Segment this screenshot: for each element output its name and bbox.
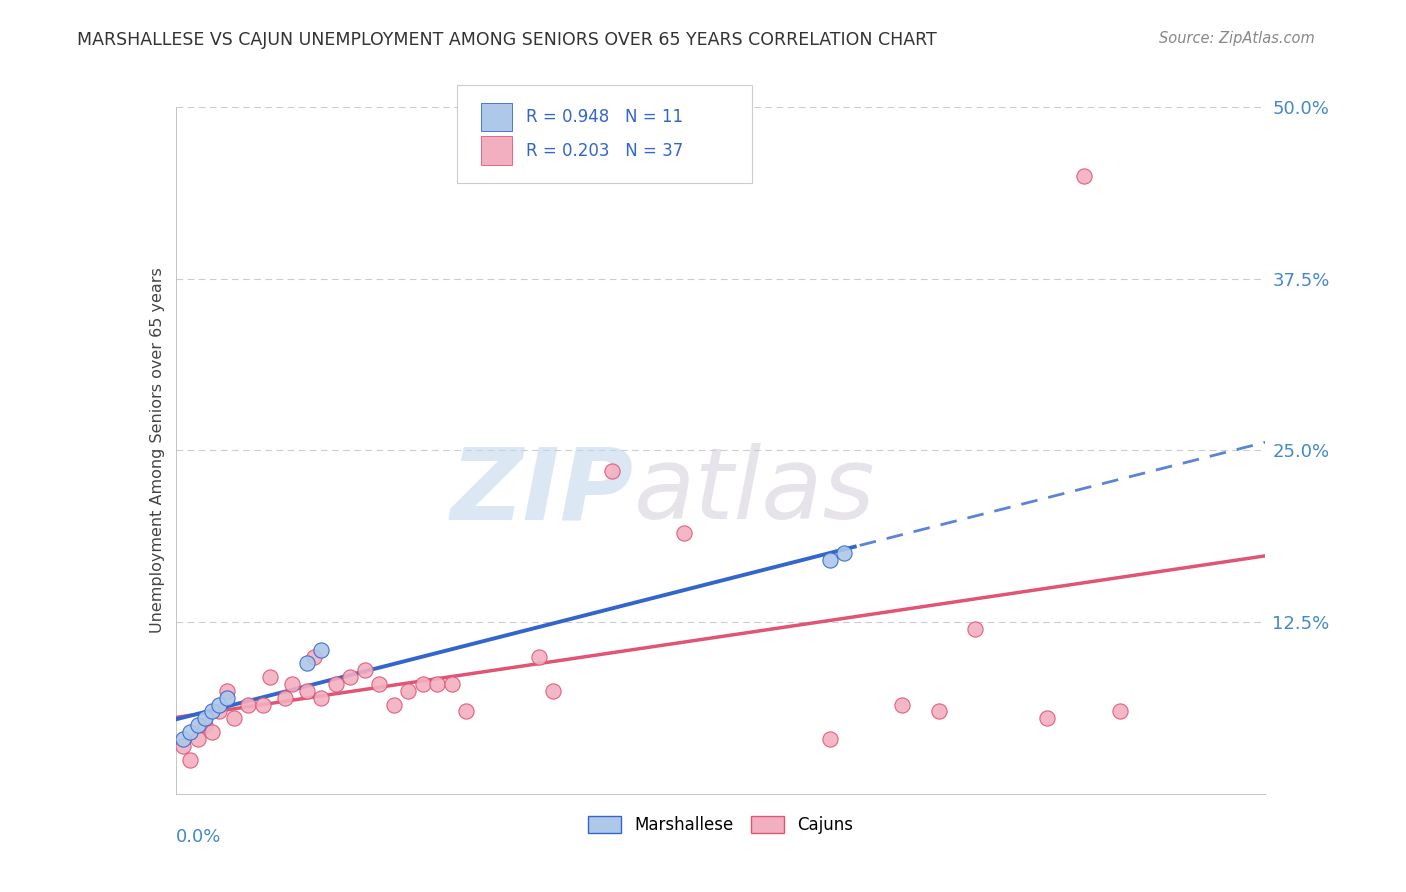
Point bbox=[527, 649, 550, 664]
Text: Source: ZipAtlas.com: Source: ZipAtlas.com bbox=[1159, 31, 1315, 46]
Point bbox=[368, 677, 391, 691]
Point bbox=[339, 670, 361, 684]
Text: R = 0.203   N = 37: R = 0.203 N = 37 bbox=[526, 142, 683, 160]
Point bbox=[309, 690, 332, 705]
Point bbox=[673, 525, 696, 540]
Point bbox=[1109, 705, 1132, 719]
Point bbox=[600, 464, 623, 478]
Point bbox=[353, 663, 375, 677]
Point bbox=[412, 677, 434, 691]
Point bbox=[302, 649, 325, 664]
Point bbox=[440, 677, 463, 691]
Point bbox=[396, 683, 419, 698]
Point bbox=[186, 731, 209, 746]
Point bbox=[1073, 169, 1095, 183]
Point bbox=[215, 683, 238, 698]
Point bbox=[172, 731, 194, 746]
Point bbox=[179, 725, 201, 739]
Point bbox=[295, 657, 318, 671]
Point bbox=[208, 705, 231, 719]
Text: R = 0.948   N = 11: R = 0.948 N = 11 bbox=[526, 108, 683, 126]
Point bbox=[818, 553, 841, 567]
Point bbox=[215, 690, 238, 705]
Point bbox=[274, 690, 297, 705]
Point bbox=[172, 739, 194, 753]
Point bbox=[832, 546, 855, 561]
Text: MARSHALLESE VS CAJUN UNEMPLOYMENT AMONG SENIORS OVER 65 YEARS CORRELATION CHART: MARSHALLESE VS CAJUN UNEMPLOYMENT AMONG … bbox=[77, 31, 936, 49]
Point bbox=[382, 698, 405, 712]
Point bbox=[208, 698, 231, 712]
Point bbox=[1036, 711, 1059, 725]
Point bbox=[238, 698, 260, 712]
Point bbox=[186, 718, 209, 732]
Point bbox=[179, 753, 201, 767]
Point bbox=[194, 711, 217, 725]
Text: 0.0%: 0.0% bbox=[176, 828, 221, 847]
Point bbox=[201, 705, 224, 719]
Point bbox=[309, 642, 332, 657]
Point bbox=[543, 683, 565, 698]
Text: ZIP: ZIP bbox=[450, 443, 633, 541]
Point bbox=[194, 718, 217, 732]
Point bbox=[259, 670, 281, 684]
Point bbox=[963, 622, 986, 636]
Point bbox=[325, 677, 347, 691]
Point bbox=[456, 705, 478, 719]
Legend: Marshallese, Cajuns: Marshallese, Cajuns bbox=[581, 809, 860, 840]
Point bbox=[818, 731, 841, 746]
Point bbox=[426, 677, 449, 691]
Y-axis label: Unemployment Among Seniors over 65 years: Unemployment Among Seniors over 65 years bbox=[149, 268, 165, 633]
Point bbox=[295, 683, 318, 698]
Text: atlas: atlas bbox=[633, 443, 875, 541]
Point bbox=[222, 711, 245, 725]
Point bbox=[891, 698, 914, 712]
Point bbox=[201, 725, 224, 739]
Point bbox=[281, 677, 304, 691]
Point bbox=[252, 698, 274, 712]
Point bbox=[928, 705, 950, 719]
